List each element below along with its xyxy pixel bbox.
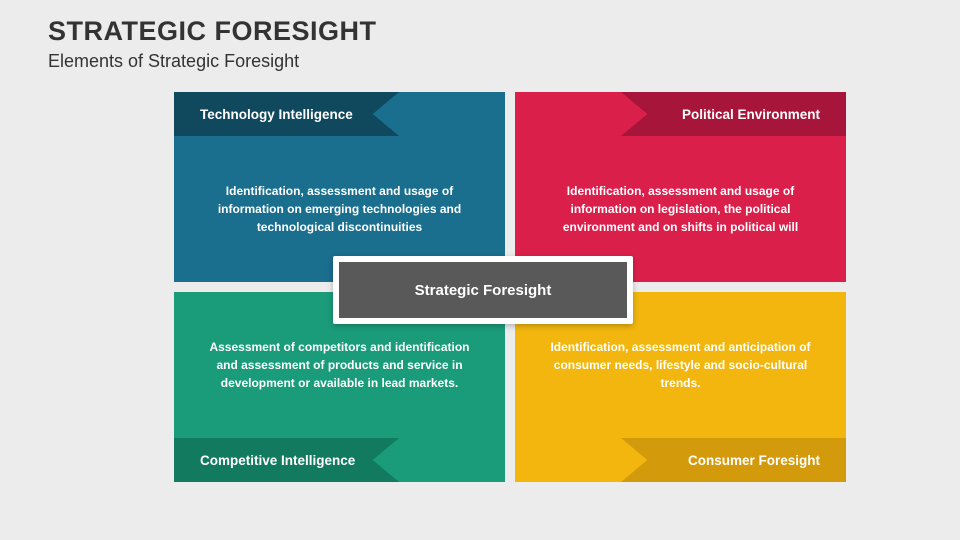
- card-top-right: Political EnvironmentIdentification, ass…: [515, 92, 846, 282]
- center-label: Strategic Foresight: [339, 262, 627, 318]
- card-title: Competitive Intelligence: [174, 453, 355, 468]
- card-banner: Consumer Foresight: [515, 438, 846, 482]
- card-banner: Competitive Intelligence: [174, 438, 505, 482]
- card-banner: Technology Intelligence: [174, 92, 505, 136]
- center-box: Strategic Foresight: [333, 256, 633, 324]
- card-title: Consumer Foresight: [688, 453, 846, 468]
- header: STRATEGIC FORESIGHT Elements of Strategi…: [0, 0, 960, 72]
- page-title: STRATEGIC FORESIGHT: [48, 16, 960, 47]
- card-title: Political Environment: [682, 107, 846, 122]
- page-subtitle: Elements of Strategic Foresight: [48, 51, 960, 72]
- card-banner: Political Environment: [515, 92, 846, 136]
- card-top-left: Technology IntelligenceIdentification, a…: [174, 92, 505, 282]
- card-title: Technology Intelligence: [174, 107, 353, 122]
